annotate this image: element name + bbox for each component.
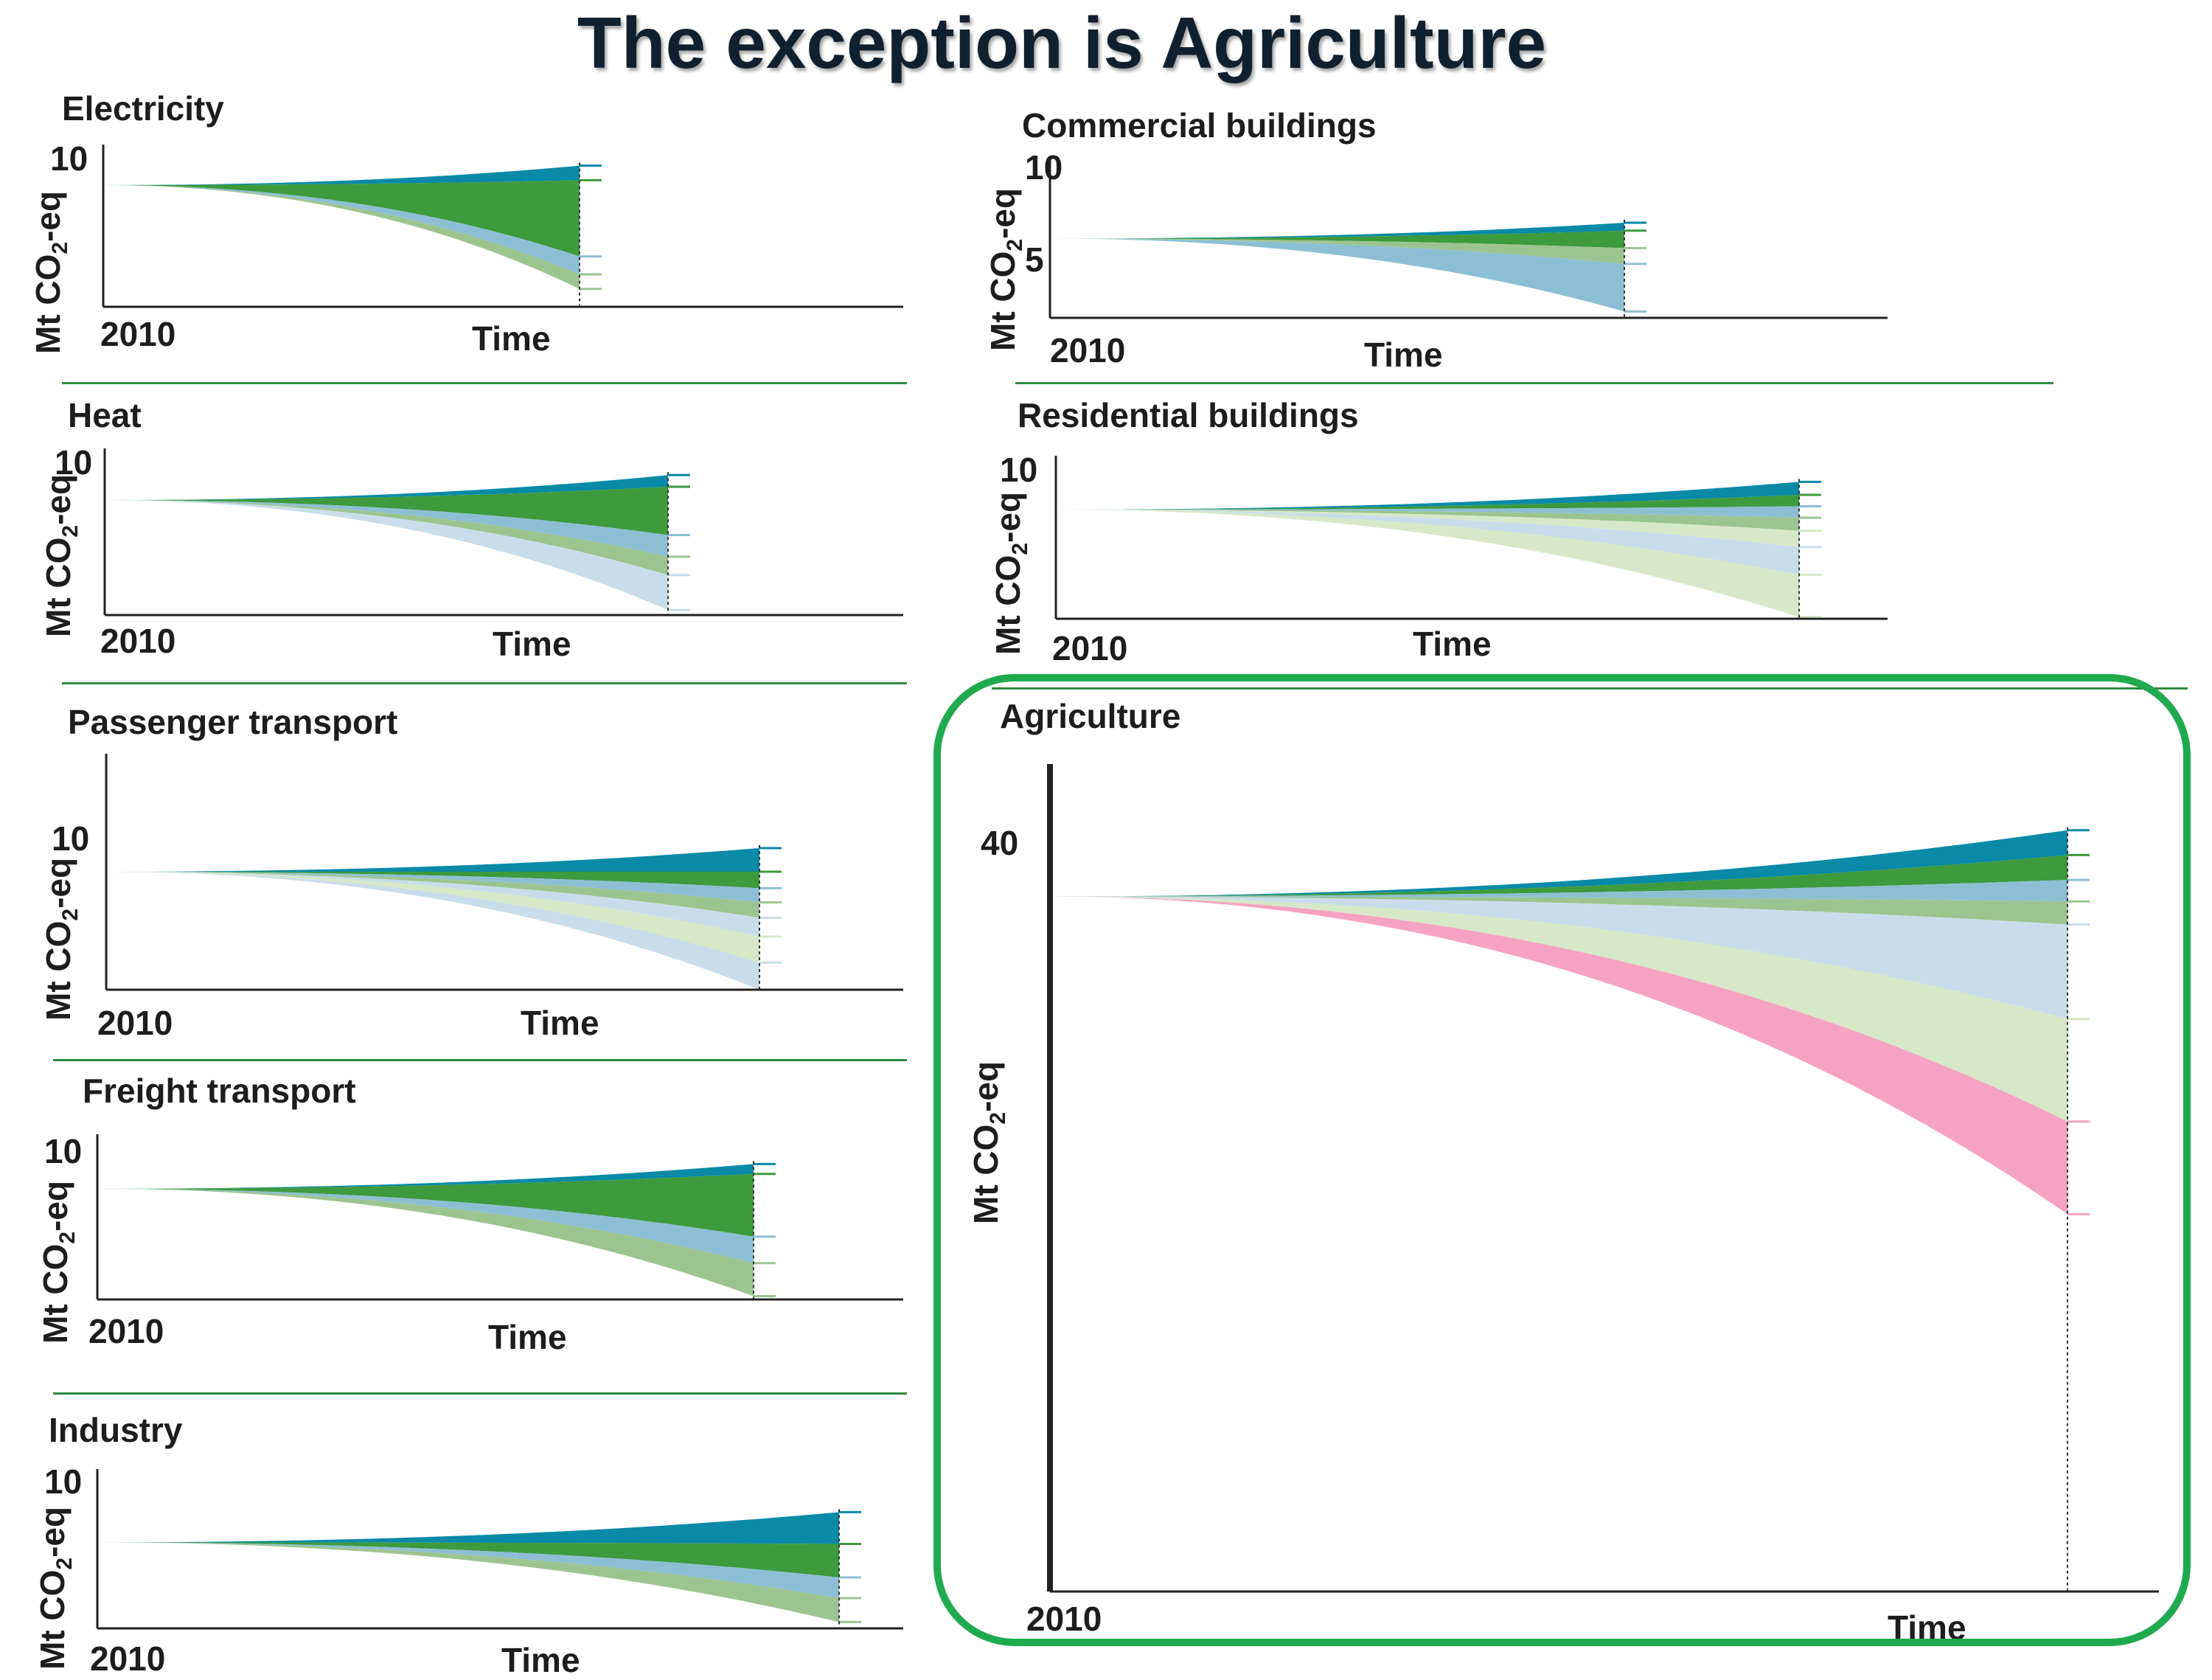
chart-title-commercial-buildings: Commercial buildings: [1022, 106, 1377, 145]
band-agriculture-5: [1050, 896, 2067, 1019]
band-residential-buildings-5: [1056, 509, 1799, 547]
x-axis-label-electricity: Time: [472, 319, 551, 358]
chart-title-passenger-transport: Passenger transport: [68, 703, 398, 741]
band-heat-1: [105, 475, 668, 501]
band-agriculture-7: [1050, 896, 2067, 1215]
x-axis-label-industry: Time: [501, 1641, 580, 1679]
band-commercial-buildings-4: [1050, 238, 1624, 312]
chart-heat: [103, 448, 903, 617]
chart-title-residential-buildings: Residential buildings: [1018, 396, 1359, 434]
chart-passenger-transport: [105, 754, 903, 991]
agriculture-highlight-box: [933, 674, 2191, 1646]
band-agriculture-4: [1050, 896, 2067, 925]
divider-passenger-freight: [53, 1059, 907, 1061]
y-tick-commercial-buildings-2: 5: [1025, 240, 1044, 279]
band-electricity-1: [103, 165, 580, 185]
x-start-label-residential-buildings: 2010: [1052, 629, 1128, 667]
y-axis-label-residential-buildings: Mt CO2-eq: [989, 491, 1033, 655]
band-freight-transport-1: [97, 1164, 754, 1189]
band-commercial-buildings-2: [1050, 230, 1624, 249]
x-start-label-freight-transport: 2010: [88, 1312, 164, 1350]
y-axis-label-passenger-transport: Mt CO2-eq: [39, 857, 83, 1021]
divider-commercial-residential: [1015, 382, 2053, 384]
y-tick-agriculture-1: 40: [981, 824, 1019, 862]
band-industry-2: [97, 1542, 839, 1577]
band-commercial-buildings-3: [1050, 238, 1624, 264]
x-axis-label-residential-buildings: Time: [1413, 625, 1492, 663]
chart-title-industry: Industry: [49, 1411, 183, 1449]
band-passenger-transport-1: [106, 848, 759, 872]
band-residential-buildings-4: [1056, 509, 1799, 531]
chart-title-heat: Heat: [68, 396, 142, 434]
y-tick-electricity-1: 10: [50, 139, 88, 178]
chart-title-electricity: Electricity: [62, 89, 224, 128]
band-industry-1: [97, 1512, 839, 1544]
chart-agriculture: [1047, 764, 2159, 1593]
band-industry-3: [97, 1542, 839, 1598]
y-axis-label-freight-transport: Mt CO2-eq: [36, 1180, 80, 1344]
y-tick-industry-1: 10: [44, 1462, 83, 1501]
y-axis-label-electricity: Mt CO2-eq: [29, 190, 73, 354]
band-heat-5: [105, 500, 668, 611]
band-heat-3: [105, 500, 668, 557]
band-passenger-transport-2: [106, 872, 759, 889]
chart-title-agriculture: Agriculture: [1000, 697, 1181, 735]
band-passenger-transport-5: [106, 872, 759, 937]
chart-electricity: [102, 145, 903, 308]
x-axis-label-heat: Time: [493, 625, 571, 663]
band-electricity-3: [103, 185, 580, 274]
band-heat-4: [105, 500, 668, 575]
y-tick-freight-transport-1: 10: [44, 1132, 83, 1170]
x-start-label-passenger-transport: 2010: [97, 1004, 173, 1042]
x-axis-label-commercial-buildings: Time: [1364, 336, 1443, 374]
x-start-label-industry: 2010: [90, 1639, 166, 1678]
band-passenger-transport-7: [106, 872, 759, 990]
y-axis-label-heat: Mt CO2-eq: [39, 473, 83, 637]
band-residential-buildings-7: [1056, 509, 1799, 617]
y-tick-heat-1: 10: [55, 443, 93, 482]
band-passenger-transport-4: [106, 872, 759, 918]
band-freight-transport-3: [97, 1188, 754, 1263]
divider-freight-industry: [53, 1392, 907, 1395]
band-freight-transport-2: [97, 1173, 754, 1237]
x-axis-label-passenger-transport: Time: [521, 1004, 599, 1042]
x-axis-label-freight-transport: Time: [488, 1318, 567, 1356]
band-commercial-buildings-1: [1050, 223, 1624, 239]
band-residential-buildings-2: [1056, 495, 1799, 510]
y-axis-label-industry: Mt CO2-eq: [33, 1506, 77, 1670]
band-residential-buildings-3: [1056, 506, 1799, 518]
y-tick-passenger-transport-1: 10: [52, 819, 90, 858]
divider-residential-agriculture: [992, 687, 2188, 690]
band-residential-buildings-1: [1056, 482, 1799, 510]
chart-residential-buildings: [1054, 456, 1888, 620]
band-electricity-2: [103, 180, 580, 257]
band-residential-buildings-6: [1056, 509, 1799, 575]
band-agriculture-1: [1050, 830, 2067, 897]
slide-title: The exception is Agriculture: [577, 2, 1547, 83]
band-passenger-transport-3: [106, 872, 759, 903]
band-agriculture-3: [1050, 880, 2067, 902]
band-agriculture-6: [1050, 896, 2067, 1122]
divider-heat-passenger: [62, 682, 907, 684]
x-start-label-electricity: 2010: [100, 315, 176, 353]
x-start-label-heat: 2010: [100, 622, 176, 660]
y-tick-commercial-buildings-1: 10: [1025, 148, 1063, 187]
divider-electricity-heat: [62, 382, 907, 384]
chart-title-freight-transport: Freight transport: [83, 1072, 356, 1110]
x-start-label-commercial-buildings: 2010: [1050, 331, 1126, 369]
x-start-label-agriculture: 2010: [1026, 1600, 1102, 1638]
band-agriculture-2: [1050, 855, 2067, 897]
chart-commercial-buildings: [1048, 159, 1888, 319]
band-heat-2: [105, 486, 668, 535]
chart-freight-transport: [96, 1134, 903, 1301]
chart-industry: [96, 1469, 903, 1630]
band-freight-transport-4: [97, 1188, 754, 1297]
y-tick-residential-buildings-1: 10: [1000, 451, 1038, 489]
y-axis-label-commercial-buildings: Mt CO2-eq: [984, 187, 1028, 351]
band-passenger-transport-6: [106, 872, 759, 963]
band-electricity-4: [103, 185, 580, 289]
band-industry-4: [97, 1542, 839, 1622]
